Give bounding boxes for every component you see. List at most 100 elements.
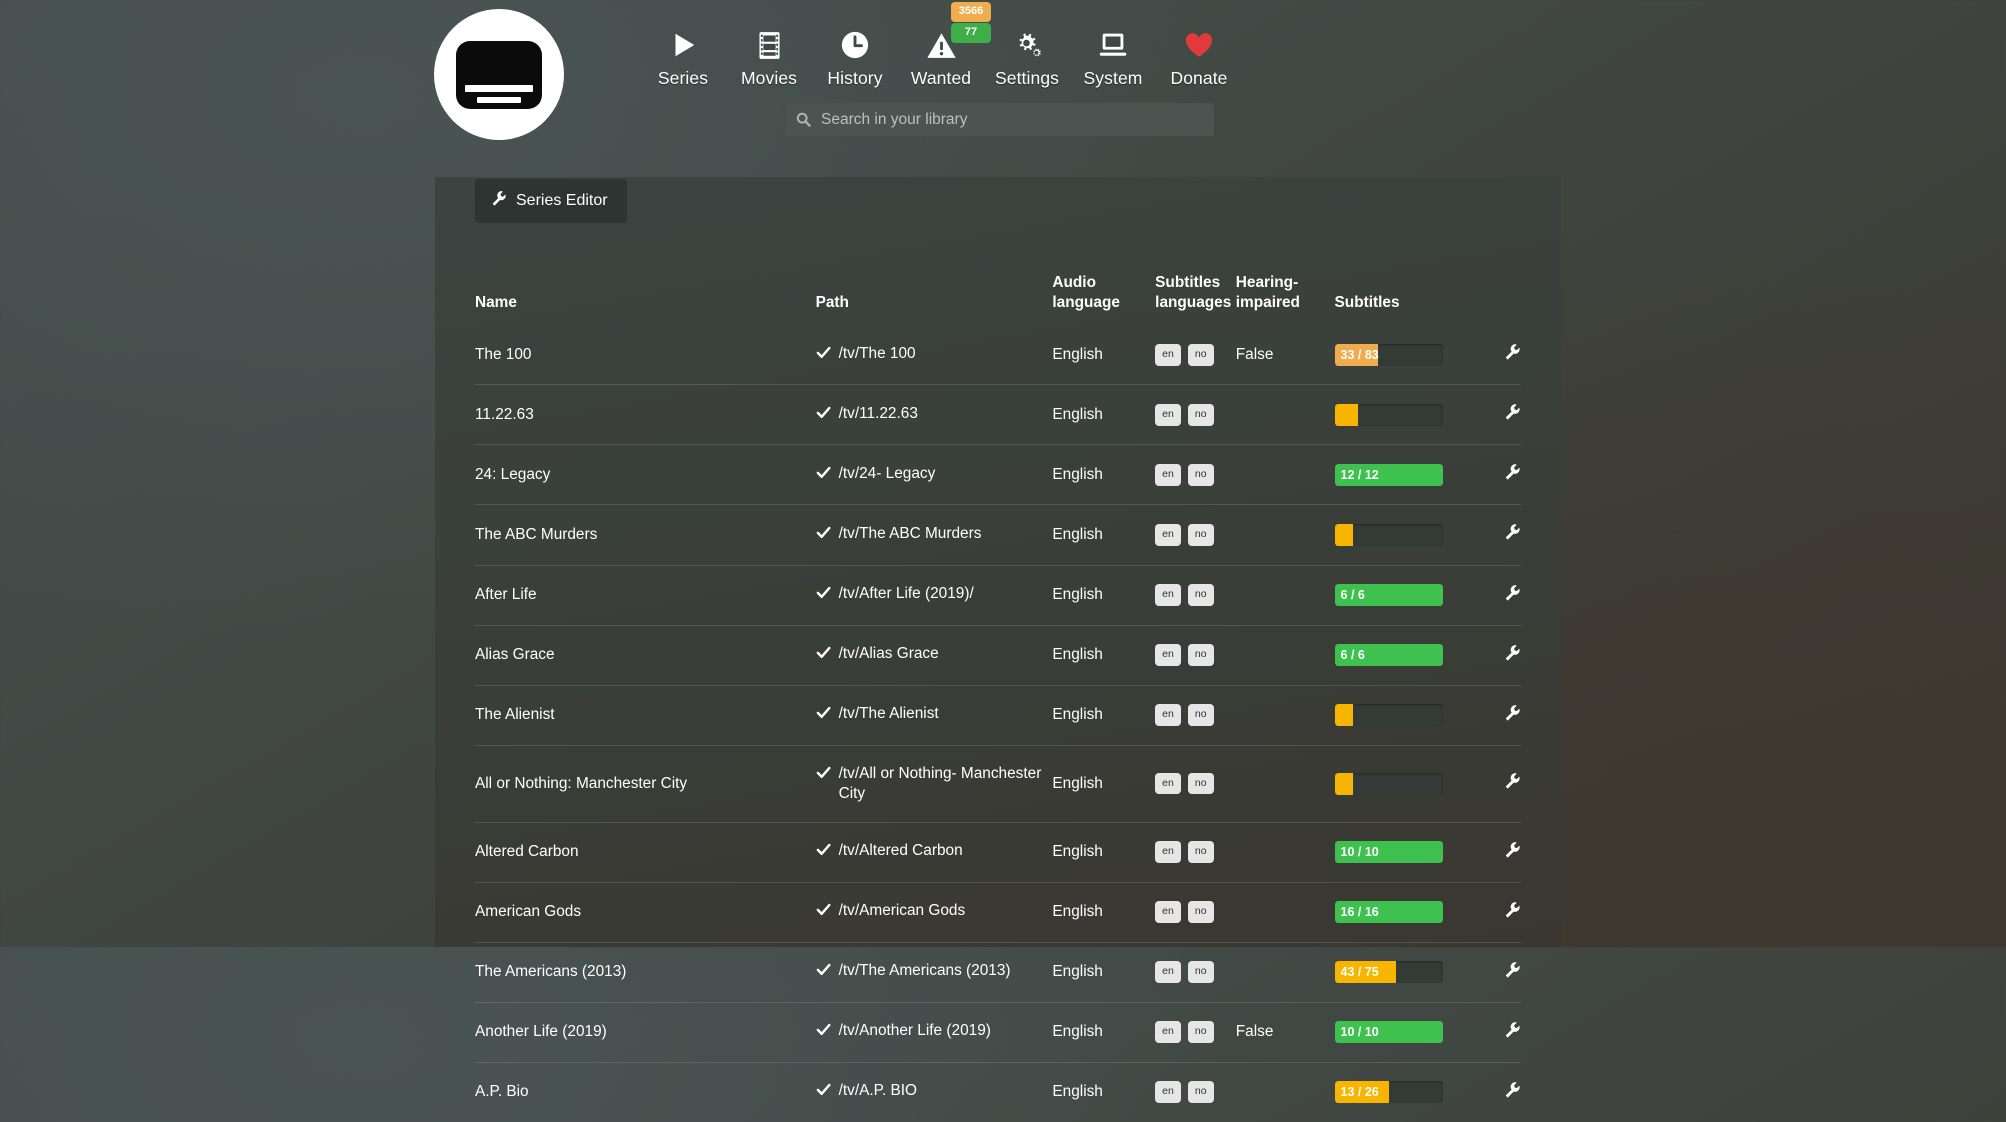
table-row[interactable]: All or Nothing: Manchester City/tv/All o… — [475, 744, 1521, 823]
row-edit-button[interactable] — [1504, 961, 1521, 978]
subtitle-language-pill[interactable]: en — [1155, 344, 1181, 366]
check-icon — [816, 705, 831, 726]
cell-series-name[interactable]: The Americans (2013) — [475, 941, 816, 1003]
subtitles-progress-bar — [1334, 523, 1443, 546]
cell-series-name[interactable]: 11.22.63 — [475, 384, 816, 445]
subtitle-language-pill[interactable]: no — [1187, 901, 1214, 923]
cell-audio-language: English — [1052, 1001, 1156, 1063]
table-row[interactable]: A.P. Bio/tv/A.P. BIO English en no 13 / 26 — [475, 1061, 1521, 1122]
cell-series-name[interactable]: 24: Legacy — [475, 444, 816, 505]
subtitle-language-pill[interactable]: en — [1155, 644, 1181, 666]
row-edit-button[interactable] — [1504, 901, 1521, 918]
cell-subtitles-progress: 10 / 10 — [1334, 821, 1466, 883]
cell-series-name[interactable]: Alias Grace — [475, 624, 816, 686]
table-row[interactable]: The ABC Murders/tv/The ABC Murders Englis… — [475, 504, 1521, 565]
row-edit-button[interactable] — [1504, 1081, 1521, 1098]
subtitle-language-pill[interactable]: en — [1155, 901, 1181, 923]
nav-item-donate[interactable]: Donate — [1156, 14, 1242, 89]
cell-series-name[interactable]: After Life — [475, 564, 816, 626]
subtitle-language-pill[interactable]: no — [1187, 344, 1214, 366]
column-header-audio-language[interactable]: Audio language — [1052, 273, 1155, 325]
column-header-path[interactable]: Path — [815, 293, 849, 311]
table-row[interactable]: Another Life (2019) /tv/Another Life (201… — [475, 1001, 1521, 1063]
nav-item-wanted[interactable]: 3566 77 Wanted — [898, 2, 991, 89]
subtitle-language-pill[interactable]: no — [1187, 772, 1214, 795]
column-header-subtitles-languages[interactable]: Subtitles languages — [1155, 273, 1236, 325]
row-edit-button[interactable] — [1504, 841, 1521, 858]
subtitle-language-pill[interactable]: no — [1187, 961, 1214, 983]
subtitle-language-pill[interactable]: no — [1187, 464, 1214, 486]
column-header-hearing-impaired[interactable]: Hearing-impaired — [1236, 273, 1335, 325]
table-row[interactable]: The Americans (2013) /tv/The Americans (2… — [475, 941, 1521, 1003]
table-row[interactable]: 11.22.63/tv/11.22.63 English en no — [475, 384, 1521, 445]
cell-subtitles-languages: en no — [1155, 624, 1236, 686]
row-edit-button[interactable] — [1504, 463, 1521, 481]
subtitle-language-pill[interactable]: no — [1187, 584, 1214, 606]
cell-audio-language: English — [1052, 444, 1156, 505]
cell-series-name[interactable]: The 100 — [475, 345, 532, 363]
nav-item-settings[interactable]: Settings — [984, 14, 1070, 89]
subtitle-language-pill[interactable]: no — [1187, 1021, 1214, 1043]
cell-hearing-impaired: False — [1235, 345, 1274, 363]
table-row[interactable]: Altered Carbon/tv/Altered Carbon English e… — [475, 821, 1521, 883]
nav-item-series[interactable]: Series — [640, 14, 726, 89]
search-bar[interactable] — [786, 103, 1214, 136]
cell-series-name[interactable]: The Alienist — [475, 684, 816, 746]
row-edit-button[interactable] — [1504, 1021, 1521, 1038]
subtitle-language-pill[interactable]: no — [1187, 524, 1214, 546]
wanted-badge-orange[interactable]: 3566 — [951, 2, 991, 22]
table-row[interactable]: Alias Grace/tv/Alias Grace English en no 6 /… — [475, 624, 1521, 686]
row-edit-button[interactable] — [1504, 343, 1521, 361]
subtitle-language-pill[interactable]: no — [1187, 644, 1214, 666]
subtitle-language-pill[interactable]: en — [1155, 772, 1181, 795]
table-row[interactable]: After Life/tv/After Life (2019)/ English e… — [475, 564, 1521, 626]
cell-series-name[interactable]: All or Nothing: Manchester City — [475, 744, 816, 823]
cell-series-name[interactable]: Another Life (2019) — [475, 1001, 816, 1063]
table-row[interactable]: The 100/tv/The 100 English en no False 33 / 8… — [475, 325, 1521, 385]
subtitle-language-pill[interactable]: en — [1155, 961, 1181, 983]
row-edit-button[interactable] — [1504, 644, 1521, 661]
monitor-icon — [1097, 28, 1129, 62]
cell-series-name[interactable]: American Gods — [475, 881, 816, 943]
gears-icon — [1011, 28, 1043, 62]
nav-item-movies[interactable]: Movies — [726, 14, 812, 89]
subtitle-language-pill[interactable]: en — [1155, 704, 1181, 726]
subtitles-progress-bar: 6 / 6 — [1334, 584, 1443, 606]
subtitle-language-pill[interactable]: en — [1155, 1081, 1181, 1103]
row-edit-button[interactable] — [1504, 523, 1521, 541]
nav-item-system[interactable]: System — [1070, 14, 1156, 89]
row-edit-button[interactable] — [1504, 403, 1521, 421]
subtitle-language-pill[interactable]: no — [1187, 1081, 1214, 1103]
table-row[interactable]: 24: Legacy/tv/24- Legacy English en no 12 / … — [475, 444, 1521, 505]
subtitle-language-pill[interactable]: en — [1155, 841, 1181, 863]
series-editor-button[interactable]: Series Editor — [475, 179, 627, 223]
table-row[interactable]: The Alienist/tv/The Alienist English en no — [475, 684, 1521, 746]
subtitle-language-pill[interactable]: en — [1155, 584, 1181, 606]
cell-series-name[interactable]: Altered Carbon — [475, 821, 816, 883]
check-icon — [816, 345, 831, 366]
cell-series-name[interactable]: The ABC Murders — [475, 504, 816, 565]
bazarr-logo[interactable] — [434, 9, 564, 140]
wanted-badge-green[interactable]: 77 — [951, 23, 991, 43]
subtitles-progress-bar: 16 / 16 — [1334, 901, 1443, 924]
check-icon — [816, 645, 831, 666]
subtitle-language-pill[interactable]: en — [1155, 1021, 1181, 1043]
subtitle-language-pill[interactable]: no — [1187, 704, 1214, 726]
row-edit-button[interactable] — [1504, 584, 1521, 601]
cell-series-name[interactable]: A.P. Bio — [475, 1061, 816, 1122]
subtitle-language-pill[interactable]: no — [1187, 841, 1214, 863]
subtitle-language-pill[interactable]: en — [1155, 464, 1181, 486]
subtitle-language-pill[interactable]: en — [1155, 404, 1181, 426]
cell-subtitles-languages: en no — [1155, 684, 1236, 746]
cell-audio-language: English — [1052, 881, 1156, 943]
row-edit-button[interactable] — [1504, 772, 1521, 789]
subtitle-language-pill[interactable]: en — [1155, 524, 1181, 546]
column-header-name[interactable]: Name — [475, 293, 517, 311]
cell-actions — [1465, 881, 1521, 943]
nav-item-history[interactable]: History — [812, 14, 898, 89]
search-input[interactable] — [821, 110, 1204, 129]
subtitle-language-pill[interactable]: no — [1187, 404, 1214, 426]
table-row[interactable]: American Gods/tv/American Gods English en n… — [475, 881, 1521, 943]
row-edit-button[interactable] — [1504, 704, 1521, 721]
column-header-subtitles[interactable]: Subtitles — [1334, 293, 1400, 311]
